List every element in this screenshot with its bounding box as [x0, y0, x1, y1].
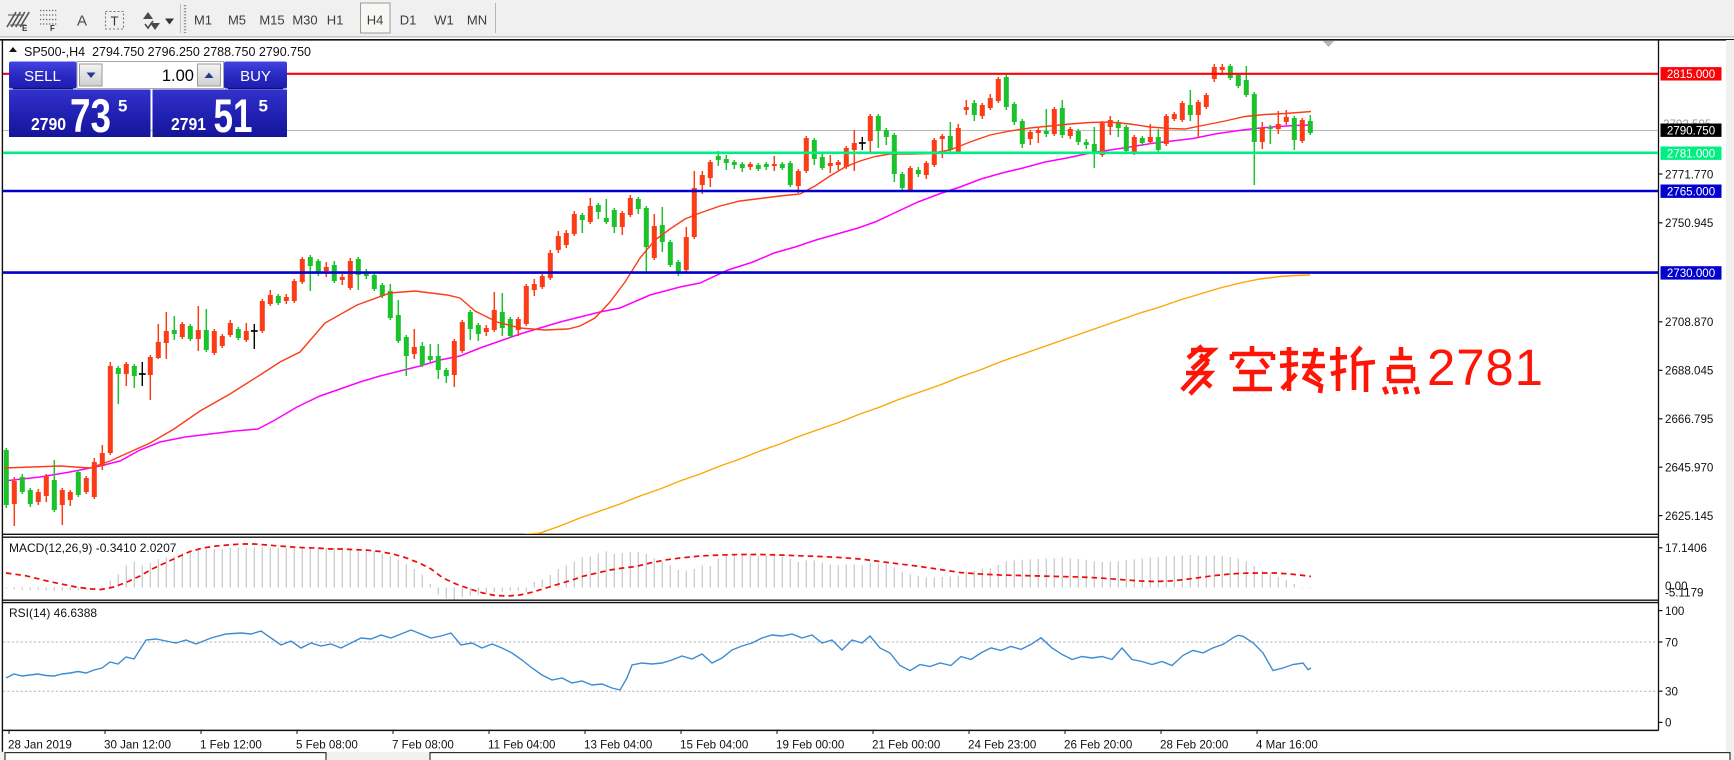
svg-text:2771.770: 2771.770 [1665, 168, 1713, 181]
svg-text:11 Feb 04:00: 11 Feb 04:00 [488, 739, 555, 752]
svg-text:MN: MN [467, 13, 487, 28]
svg-text:2781.000: 2781.000 [1667, 148, 1715, 161]
svg-text:28 Jan 2019: 28 Jan 2019 [8, 739, 72, 752]
svg-text:51: 51 [214, 89, 253, 142]
svg-text:2765.000: 2765.000 [1667, 186, 1715, 199]
svg-text:13 Feb 04:00: 13 Feb 04:00 [584, 739, 652, 752]
svg-text:2730.000: 2730.000 [1667, 267, 1715, 280]
svg-text:2666.795: 2666.795 [1665, 413, 1713, 426]
svg-text:2815.000: 2815.000 [1667, 68, 1715, 81]
svg-text:2625.145: 2625.145 [1665, 510, 1713, 523]
svg-text:RSI(14) 46.6388: RSI(14) 46.6388 [9, 606, 97, 620]
svg-text:E: E [22, 24, 28, 33]
svg-text:0: 0 [1665, 717, 1671, 730]
svg-text:70: 70 [1665, 636, 1678, 649]
svg-text:A: A [77, 13, 87, 30]
svg-text:100: 100 [1665, 605, 1684, 618]
svg-text:2708.870: 2708.870 [1665, 316, 1713, 329]
svg-text:M1: M1 [194, 13, 212, 28]
svg-text:M30: M30 [292, 13, 317, 28]
svg-text:2790: 2790 [31, 114, 66, 134]
svg-text:H1: H1 [327, 13, 344, 28]
svg-text:W1: W1 [434, 13, 454, 28]
svg-text:24 Feb 23:00: 24 Feb 23:00 [968, 739, 1036, 752]
svg-text:19 Feb 00:00: 19 Feb 00:00 [776, 739, 844, 752]
svg-text:F: F [50, 24, 55, 33]
svg-text:30: 30 [1665, 686, 1678, 699]
svg-text:26 Feb 20:00: 26 Feb 20:00 [1064, 739, 1132, 752]
svg-text:2791: 2791 [171, 114, 206, 134]
svg-text:D1: D1 [400, 13, 417, 28]
svg-text:17.1406: 17.1406 [1665, 542, 1707, 555]
svg-text:BUY: BUY [240, 68, 271, 85]
svg-text:M5: M5 [228, 13, 246, 28]
svg-text:T: T [111, 14, 119, 29]
svg-text:21 Feb 00:00: 21 Feb 00:00 [872, 739, 940, 752]
svg-text:5: 5 [118, 97, 127, 116]
svg-text:0.00: 0.00 [1665, 580, 1688, 593]
svg-text:1.00: 1.00 [162, 67, 194, 85]
svg-text:2688.045: 2688.045 [1665, 365, 1713, 378]
svg-text:7 Feb 08:00: 7 Feb 08:00 [392, 739, 454, 752]
svg-text:1 Feb 12:00: 1 Feb 12:00 [200, 739, 262, 752]
svg-text:MACD(12,26,9) -0.3410 2.0207: MACD(12,26,9) -0.3410 2.0207 [9, 541, 177, 555]
svg-text:28 Feb 20:00: 28 Feb 20:00 [1160, 739, 1228, 752]
svg-text:2790.750: 2790.750 [1667, 125, 1715, 138]
svg-text:M15: M15 [259, 13, 284, 28]
svg-text:SELL: SELL [24, 68, 61, 85]
svg-text:2645.970: 2645.970 [1665, 462, 1713, 475]
svg-text:-5.1179: -5.1179 [1665, 587, 1703, 600]
svg-text:73: 73 [70, 89, 111, 142]
svg-text:2750.945: 2750.945 [1665, 217, 1713, 230]
svg-text:SP500-,H4 2794.750 2796.250 2: SP500-,H4 2794.750 2796.250 2788.750 279… [24, 45, 311, 59]
svg-text:4 Mar 16:00: 4 Mar 16:00 [1256, 739, 1318, 752]
svg-text:5: 5 [259, 97, 268, 116]
svg-text:30 Jan 12:00: 30 Jan 12:00 [104, 739, 171, 752]
svg-text:H4: H4 [367, 13, 384, 28]
svg-text:5 Feb 08:00: 5 Feb 08:00 [296, 739, 358, 752]
svg-text:15 Feb 04:00: 15 Feb 04:00 [680, 739, 748, 752]
svg-text:2781: 2781 [1427, 339, 1543, 396]
